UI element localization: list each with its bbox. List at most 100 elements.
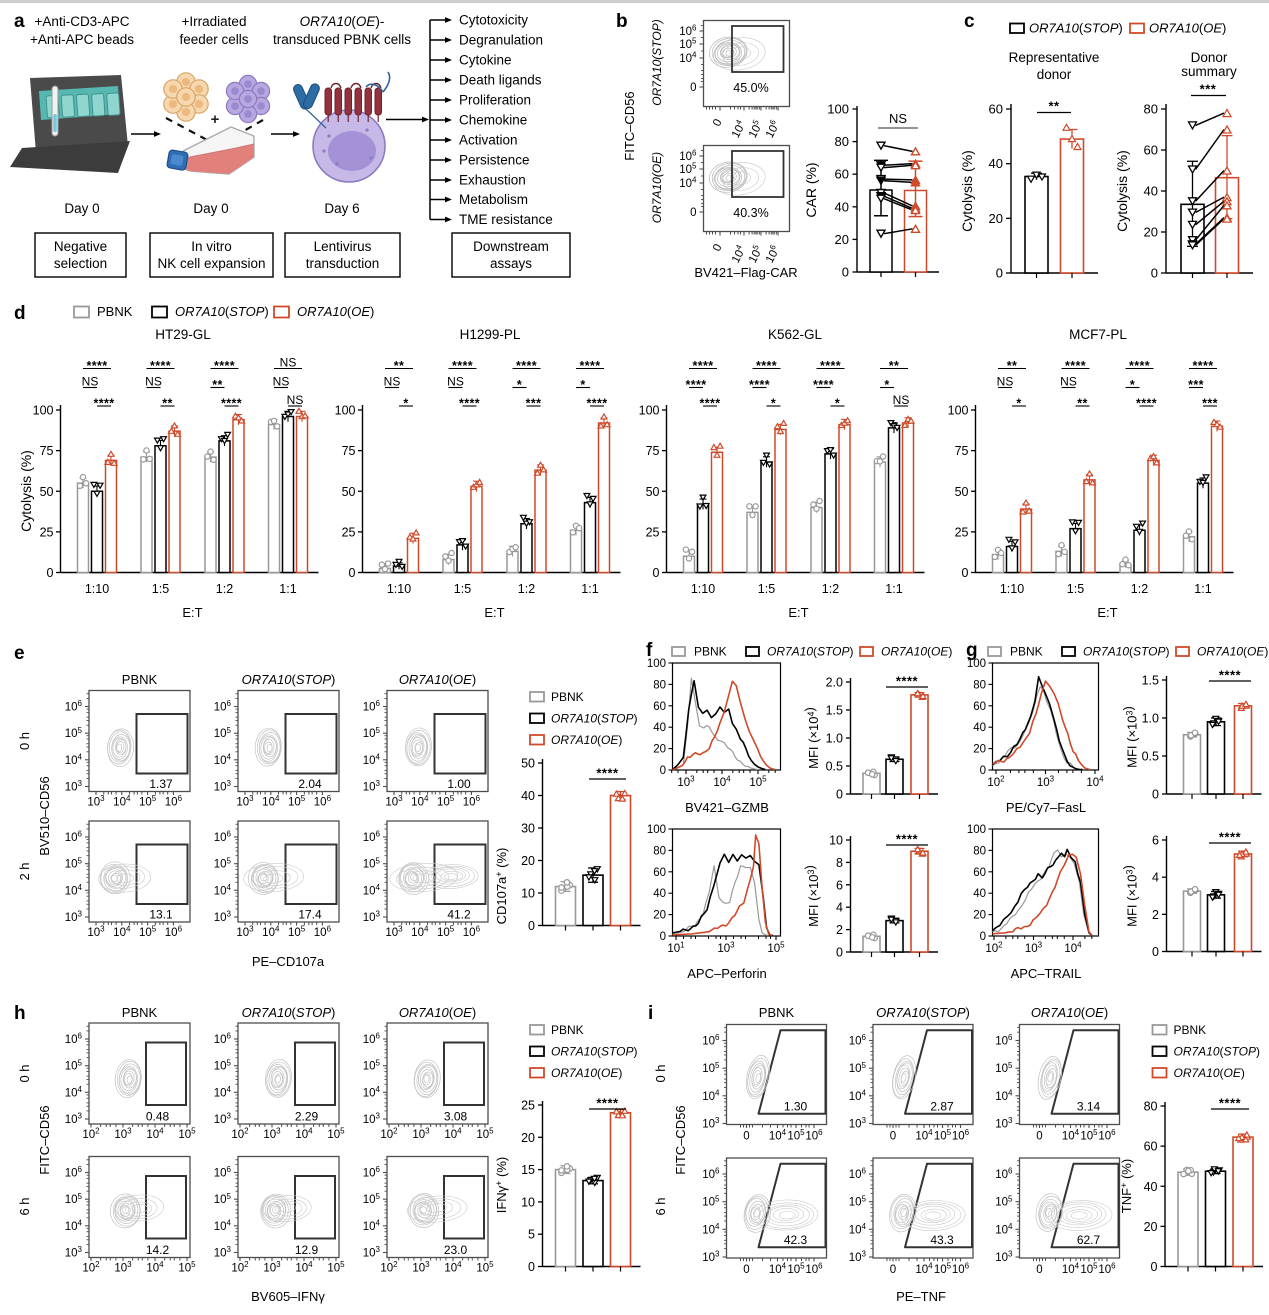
svg-text:103: 103 [385,794,403,808]
svg-text:****: **** [1129,359,1150,373]
svg-text:105: 105 [363,1058,381,1072]
svg-text:HT29-GL: HT29-GL [155,327,211,342]
svg-text:105: 105 [767,941,785,955]
svg-text:2 h: 2 h [17,862,32,880]
svg-text:104: 104 [1064,941,1082,955]
svg-text:Lentivirus: Lentivirus [314,239,372,254]
svg-text:105: 105 [65,726,83,740]
svg-text:OR7A10(OE): OR7A10(OE) [1174,1066,1245,1080]
svg-text:20: 20 [1144,225,1158,240]
svg-text:Chemokine: Chemokine [459,113,527,128]
svg-text:OR7A10(OE): OR7A10(OE) [551,1066,622,1080]
svg-text:1.00: 1.00 [447,777,471,791]
svg-text:2: 2 [836,923,843,937]
svg-text:40: 40 [973,722,986,734]
svg-text:103: 103 [65,1112,83,1126]
svg-text:106: 106 [702,1033,720,1047]
svg-text:Cytolysis (%): Cytolysis (%) [18,450,34,532]
svg-text:f: f [646,640,653,661]
svg-text:25: 25 [521,1099,535,1113]
svg-text:0: 0 [1152,788,1159,802]
svg-text:105: 105 [745,118,766,140]
svg-text:***: *** [1202,397,1218,411]
svg-text:****: **** [86,359,107,373]
svg-text:0: 0 [1036,1264,1042,1276]
svg-text:103: 103 [214,1245,232,1259]
svg-text:100: 100 [967,824,986,836]
svg-text:NS: NS [997,375,1014,389]
svg-text:30: 30 [521,822,535,836]
svg-text:103: 103 [65,910,83,924]
svg-text:103: 103 [412,1260,430,1274]
svg-text:104: 104 [728,243,749,265]
svg-text:***: *** [1188,378,1204,392]
svg-text:1:5: 1:5 [152,582,169,596]
svg-text:80: 80 [835,134,849,149]
svg-text:1.5: 1.5 [1142,674,1159,688]
svg-text:1.0: 1.0 [826,732,843,746]
svg-text:105: 105 [745,243,766,265]
svg-text:NS: NS [145,375,162,389]
svg-text:106: 106 [952,1262,970,1276]
svg-text:OR7A10(STOP): OR7A10(STOP) [1174,1045,1261,1059]
svg-text:103: 103 [363,1112,381,1126]
svg-text:OR7A10(OE)-: OR7A10(OE)- [300,14,385,29]
svg-text:Proliferation: Proliferation [459,93,531,108]
svg-text:1:10: 1:10 [85,582,109,596]
svg-text:15: 15 [521,1163,535,1177]
svg-text:50: 50 [521,757,535,771]
svg-text:transduction: transduction [306,256,380,271]
svg-text:MFI (×103): MFI (×103) [1121,706,1140,768]
svg-text:80: 80 [973,845,986,857]
svg-text:1:2: 1:2 [216,582,233,596]
svg-text:****: **** [820,359,841,373]
svg-text:In vitro: In vitro [191,239,232,254]
svg-text:106: 106 [1098,1262,1116,1276]
svg-text:40: 40 [1144,1180,1158,1194]
svg-text:106: 106 [762,118,783,140]
svg-text:105: 105 [65,1192,83,1206]
svg-text:0: 0 [743,1264,749,1276]
svg-text:104: 104 [363,883,381,897]
svg-text:105: 105 [787,1128,805,1142]
svg-text:0: 0 [1151,1260,1158,1274]
svg-text:100: 100 [639,404,660,418]
svg-text:104: 104 [411,794,429,808]
svg-text:****: **** [1192,359,1213,373]
svg-text:40: 40 [653,722,666,734]
svg-text:6 h: 6 h [17,1197,32,1215]
svg-text:105: 105 [65,1058,83,1072]
svg-text:8: 8 [836,856,843,870]
svg-text:103: 103 [363,779,381,793]
svg-text:0: 0 [1036,1131,1042,1143]
svg-text:106: 106 [995,1033,1013,1047]
svg-text:OR7A10(OE): OR7A10(OE) [650,152,664,223]
svg-text:a: a [14,11,25,32]
svg-text:0: 0 [890,1131,896,1143]
svg-text:105: 105 [288,794,306,808]
svg-text:60: 60 [653,701,666,713]
svg-text:NS: NS [273,375,290,389]
svg-text:100: 100 [647,824,666,836]
svg-text:PBNK: PBNK [122,672,158,687]
svg-text:106: 106 [363,699,381,713]
svg-text:MFI (×103): MFI (×103) [802,865,821,927]
svg-text:25: 25 [955,525,969,539]
svg-text:PBNK: PBNK [759,1005,795,1020]
svg-text:0: 0 [980,931,986,943]
svg-text:Negative: Negative [54,239,107,254]
svg-text:104: 104 [995,1222,1013,1236]
svg-text:25: 25 [40,525,54,539]
svg-text:104: 104 [363,752,381,766]
svg-text:103: 103 [363,910,381,924]
svg-text:0: 0 [528,919,535,933]
svg-text:6: 6 [1152,834,1159,848]
svg-text:Cytolysis (%): Cytolysis (%) [959,150,975,232]
svg-text:40: 40 [521,789,535,803]
svg-text:Cytokine: Cytokine [459,53,512,68]
svg-text:****: **** [896,674,919,689]
svg-text:****: **** [749,378,770,392]
svg-text:104: 104 [702,1222,720,1236]
svg-text:Metabolism: Metabolism [459,192,528,207]
svg-text:NS: NS [82,375,99,389]
